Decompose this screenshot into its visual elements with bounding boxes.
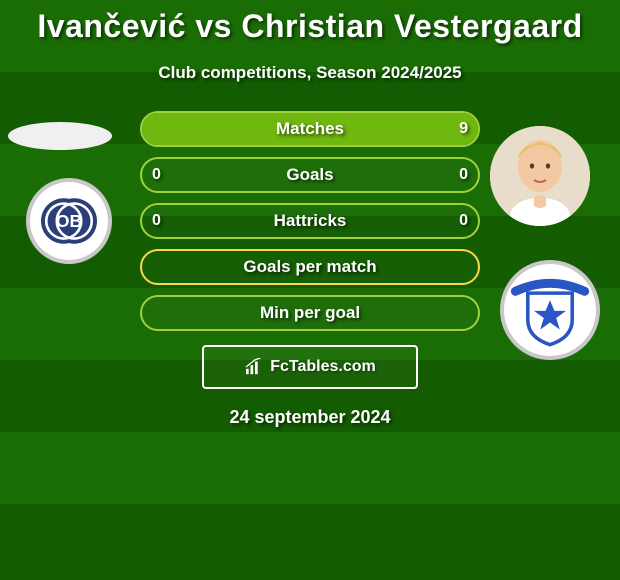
watermark: FcTables.com (202, 345, 418, 389)
player-right-portrait-icon (490, 126, 590, 226)
stat-row: Matches9 (140, 111, 480, 147)
stat-label: Matches (142, 113, 478, 145)
stat-row: Goals0 0 (140, 157, 480, 193)
player-right-avatar (490, 126, 590, 226)
bar-chart-icon (244, 358, 266, 376)
stat-label: Goals (142, 159, 478, 191)
page-title: Ivančević vs Christian Vestergaard (0, 0, 620, 45)
stat-row: Hattricks0 0 (140, 203, 480, 239)
watermark-text: FcTables.com (270, 358, 376, 376)
svg-text:OB: OB (56, 211, 82, 231)
stat-row: Min per goal (140, 295, 480, 331)
stat-row: Goals per match (140, 249, 480, 285)
field-stripe (0, 432, 620, 504)
club-left-badge: OB (26, 178, 112, 264)
stat-value-right: 9 (459, 113, 468, 145)
stat-label: Hattricks (142, 205, 478, 237)
stat-value-right: 0 (459, 159, 468, 191)
stat-label: Min per goal (142, 297, 478, 329)
generated-date: 24 september 2024 (0, 407, 620, 428)
club-right-badge (500, 260, 600, 360)
stat-label: Goals per match (142, 251, 478, 283)
stat-value-left: 0 (152, 159, 161, 191)
club-right-emblem-icon (510, 270, 590, 350)
club-left-emblem-icon: OB (34, 186, 104, 256)
stat-value-right: 0 (459, 205, 468, 237)
page-subtitle: Club competitions, Season 2024/2025 (0, 63, 620, 83)
player-left-avatar (8, 122, 112, 150)
stat-value-left: 0 (152, 205, 161, 237)
